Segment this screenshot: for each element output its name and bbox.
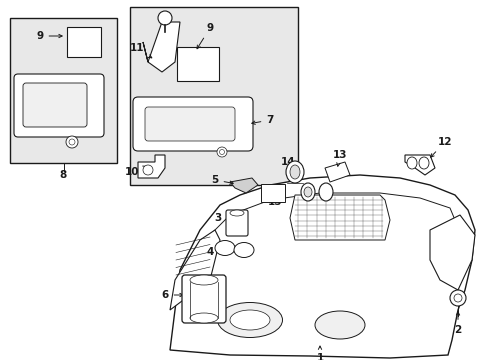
Ellipse shape [304,187,311,197]
Text: 15: 15 [267,191,282,207]
Ellipse shape [229,210,244,216]
Text: 13: 13 [332,150,346,166]
Polygon shape [138,155,164,178]
Polygon shape [325,162,349,182]
Text: 11: 11 [129,43,151,58]
Polygon shape [404,155,434,175]
FancyBboxPatch shape [67,27,101,57]
Text: 9: 9 [197,23,213,49]
Ellipse shape [215,240,235,256]
Circle shape [142,165,153,175]
Text: 14: 14 [280,157,295,176]
Polygon shape [289,195,389,240]
Text: 3: 3 [214,213,233,223]
Text: 10: 10 [124,166,146,177]
Circle shape [219,149,224,154]
Circle shape [449,290,465,306]
Text: 9: 9 [37,31,62,41]
Ellipse shape [217,302,282,338]
Text: 7: 7 [251,115,273,125]
FancyBboxPatch shape [14,74,104,137]
Polygon shape [170,175,474,358]
Ellipse shape [418,157,428,169]
Ellipse shape [314,311,364,339]
Bar [10,18,117,163]
FancyBboxPatch shape [177,47,219,81]
FancyBboxPatch shape [261,184,285,202]
Text: 12: 12 [430,137,451,157]
Ellipse shape [190,275,218,285]
Polygon shape [170,230,220,310]
Ellipse shape [190,313,218,323]
Ellipse shape [229,310,269,330]
Text: 6: 6 [161,290,183,300]
Text: 4: 4 [206,247,225,257]
Ellipse shape [301,183,314,201]
FancyBboxPatch shape [145,107,235,141]
Text: 8: 8 [60,170,67,180]
Circle shape [69,139,75,145]
FancyBboxPatch shape [23,83,87,127]
Ellipse shape [285,161,304,183]
FancyBboxPatch shape [225,210,247,236]
Circle shape [158,11,172,25]
Polygon shape [429,215,474,290]
Circle shape [453,294,461,302]
Polygon shape [229,178,258,193]
Text: 1: 1 [316,346,323,360]
Bar [130,7,297,185]
Ellipse shape [406,157,416,169]
Text: 2: 2 [453,312,461,335]
Circle shape [66,136,78,148]
Ellipse shape [289,165,299,179]
Circle shape [217,147,226,157]
FancyBboxPatch shape [133,97,252,151]
FancyBboxPatch shape [182,275,225,323]
Ellipse shape [318,183,332,201]
Text: 5: 5 [211,175,233,185]
Ellipse shape [234,243,253,257]
Polygon shape [142,22,180,72]
